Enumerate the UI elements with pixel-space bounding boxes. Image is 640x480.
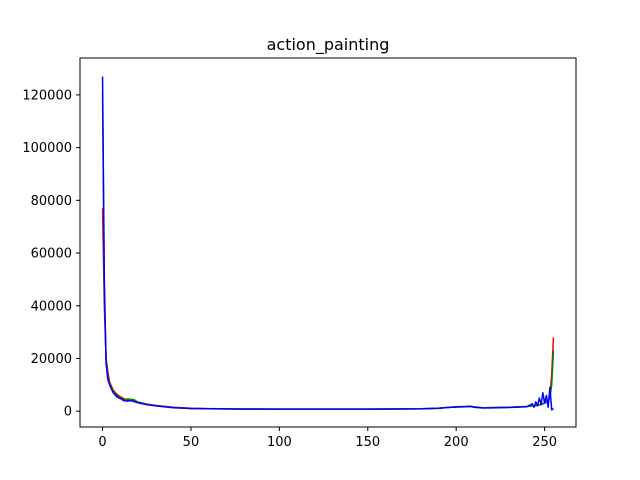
y-tick-label-0: 0 (64, 405, 72, 420)
series-layer (101, 76, 555, 411)
y-tick-label-1: 20000 (31, 352, 72, 367)
y-tick-label-4: 80000 (31, 194, 72, 209)
x-tick-label-2: 100 (267, 435, 292, 450)
series-line-2 (101, 76, 554, 411)
x-tick-label-4: 200 (444, 435, 469, 450)
plot-frame (79, 57, 577, 428)
x-axis: 0 50 100 150 200 250 (98, 427, 557, 450)
chart-title: action_painting (267, 35, 390, 55)
y-axis: 0 20000 40000 60000 80000 100000 120000 (22, 88, 80, 420)
y-tick-label-2: 40000 (31, 299, 72, 314)
x-tick-label-3: 150 (355, 435, 380, 450)
x-tick-label-0: 0 (98, 435, 106, 450)
x-tick-label-1: 50 (183, 435, 200, 450)
y-tick-label-6: 120000 (22, 88, 72, 103)
y-tick-label-5: 100000 (22, 141, 72, 156)
x-tick-label-5: 250 (532, 435, 557, 450)
y-tick-label-3: 60000 (31, 247, 72, 262)
